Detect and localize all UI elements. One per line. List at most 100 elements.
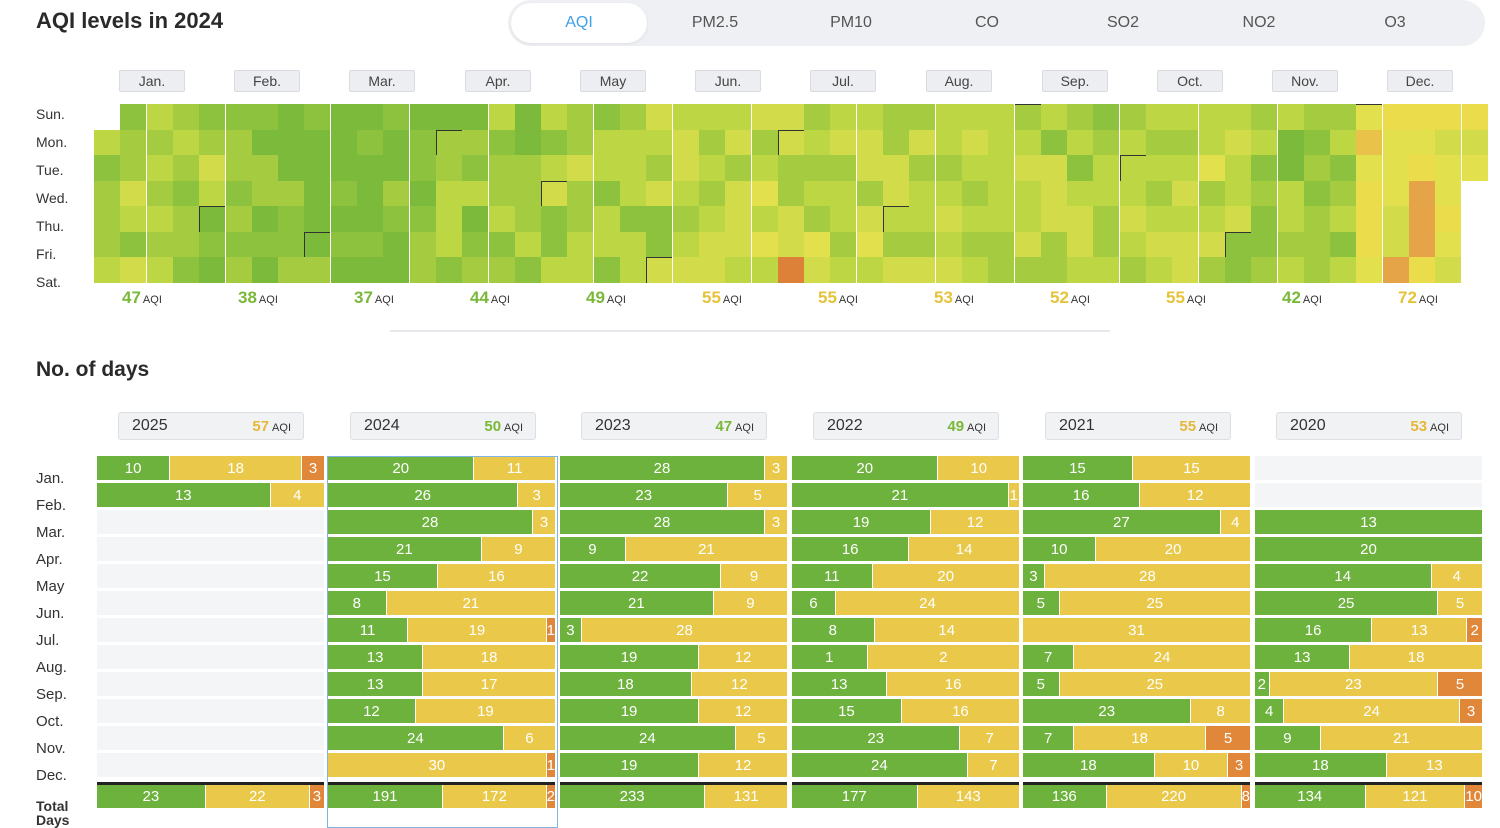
year-header-2021[interactable]: 2021 55 AQI	[1045, 412, 1231, 440]
heat-cell	[488, 155, 515, 181]
heat-cell	[725, 180, 752, 207]
heat-cell	[1067, 129, 1094, 156]
year-header-2025[interactable]: 2025 57 AQI	[118, 412, 304, 440]
tab-pm10[interactable]: PM10	[830, 14, 872, 31]
year-avg: 55 AQI	[1179, 418, 1218, 435]
month-bar-row	[97, 564, 324, 588]
month-avg-2: 37 AQI	[354, 288, 454, 308]
heat-cell	[1251, 257, 1278, 283]
heat-cell	[620, 129, 646, 156]
heat-cell	[94, 206, 120, 232]
heat-cell	[1356, 104, 1383, 130]
heat-cell	[1356, 257, 1383, 283]
tab-so2[interactable]: SO2	[1106, 14, 1139, 31]
year-header-2022[interactable]: 2022 49 AQI	[813, 412, 999, 440]
bar-segment: 19	[560, 645, 700, 669]
heat-cell	[409, 155, 436, 181]
heat-cell	[225, 129, 252, 156]
month-avg-value: 42	[1282, 288, 1301, 307]
month-bar-row: 28 3	[560, 510, 787, 534]
heat-cell	[1093, 231, 1120, 258]
tab-no2[interactable]: NO2	[1242, 14, 1276, 31]
total-segment: 23	[97, 785, 206, 808]
heat-cell	[172, 129, 199, 156]
month-avg-unit: AQI	[606, 294, 626, 306]
bar-segment: 13	[328, 645, 424, 669]
month-bar-row: 13 16	[792, 672, 1019, 696]
month-bar-row: 8 14	[792, 618, 1019, 642]
heat-cell	[646, 155, 673, 181]
bar-segment: 10	[938, 456, 1019, 480]
days-month-label-9: Oct.	[36, 713, 64, 730]
heat-cell	[856, 180, 883, 207]
heat-cell	[1356, 129, 1383, 156]
heat-cell	[541, 129, 568, 156]
heat-cell	[698, 155, 725, 181]
bar-segment: 8	[792, 618, 875, 642]
heat-cell	[146, 257, 173, 283]
heat-cell	[909, 206, 936, 232]
month-bar-row: 23 8	[1023, 699, 1250, 723]
bar-segment: 24	[835, 591, 1019, 615]
total-label-line2: Days	[36, 812, 70, 828]
heat-cell	[725, 206, 752, 232]
month-bar-row: 30 1	[328, 753, 555, 777]
heat-cell	[698, 231, 725, 258]
heat-cell	[1198, 231, 1225, 258]
heat-cell	[541, 180, 568, 207]
pollutant-tabs: AQI PM2.5 PM10 CO SO2 NO2 O3	[508, 0, 1485, 46]
heat-cell	[146, 180, 173, 207]
heat-cell	[1330, 206, 1357, 232]
total-row: 191 172 2	[328, 782, 555, 808]
heat-cell	[1040, 180, 1067, 207]
year-header-2023[interactable]: 2023 47 AQI	[581, 412, 767, 440]
heat-cell	[1172, 206, 1199, 232]
month-avg-4: 49 AQI	[586, 288, 686, 308]
heat-cell	[988, 231, 1015, 258]
bar-segment: 2	[1255, 672, 1270, 696]
bar-segment: 13	[1372, 618, 1468, 642]
month-bar-row: 15 16	[792, 699, 1019, 723]
bar-segment: 28	[560, 456, 766, 480]
total-row: 177 143	[792, 782, 1019, 808]
heat-cell	[330, 180, 357, 207]
tab-pm25[interactable]: PM2.5	[691, 14, 739, 31]
heat-cell	[304, 129, 331, 156]
month-avg-value: 49	[586, 288, 605, 307]
month-avg-9: 55 AQI	[1166, 288, 1266, 308]
total-segment: 22	[205, 785, 310, 808]
month-pill-1: Feb.	[234, 70, 300, 92]
month-bar-row: 24 5	[560, 726, 787, 750]
heat-cell	[1040, 257, 1067, 283]
year-header-2024[interactable]: 2024 50 AQI	[350, 412, 536, 440]
heat-cell	[777, 180, 804, 207]
heat-cell	[1224, 231, 1251, 258]
month-bar-row: 19 12	[560, 753, 787, 777]
heat-cell	[804, 155, 831, 181]
heat-cell	[1330, 180, 1357, 207]
bar-segment: 3	[1023, 564, 1045, 588]
tab-o3[interactable]: O3	[1384, 14, 1406, 31]
heat-cell	[909, 155, 936, 181]
heat-cell	[961, 231, 988, 258]
month-avg-3: 44 AQI	[470, 288, 570, 308]
tab-co[interactable]: CO	[975, 14, 999, 31]
year-avg: 50 AQI	[484, 418, 523, 435]
tab-aqi[interactable]: AQI	[511, 3, 647, 43]
bar-segment: 9	[721, 564, 787, 588]
heat-cell	[1409, 129, 1435, 156]
weekday-label-2: Tue.	[36, 162, 64, 178]
heat-cell	[94, 129, 120, 156]
bar-segment: 12	[699, 645, 787, 669]
heat-cell	[435, 231, 462, 258]
bar-segment: 21	[1320, 726, 1482, 750]
bar-segment: 2	[1467, 618, 1482, 642]
heat-cell	[672, 257, 699, 283]
bar-segment: 10	[1023, 537, 1097, 561]
heat-cell	[462, 257, 489, 283]
heat-cell	[278, 206, 305, 232]
year-avg: 47 AQI	[715, 418, 754, 435]
bar-segment: 18	[560, 672, 692, 696]
year-header-2020[interactable]: 2020 53 AQI	[1276, 412, 1462, 440]
heat-cell	[304, 180, 331, 207]
